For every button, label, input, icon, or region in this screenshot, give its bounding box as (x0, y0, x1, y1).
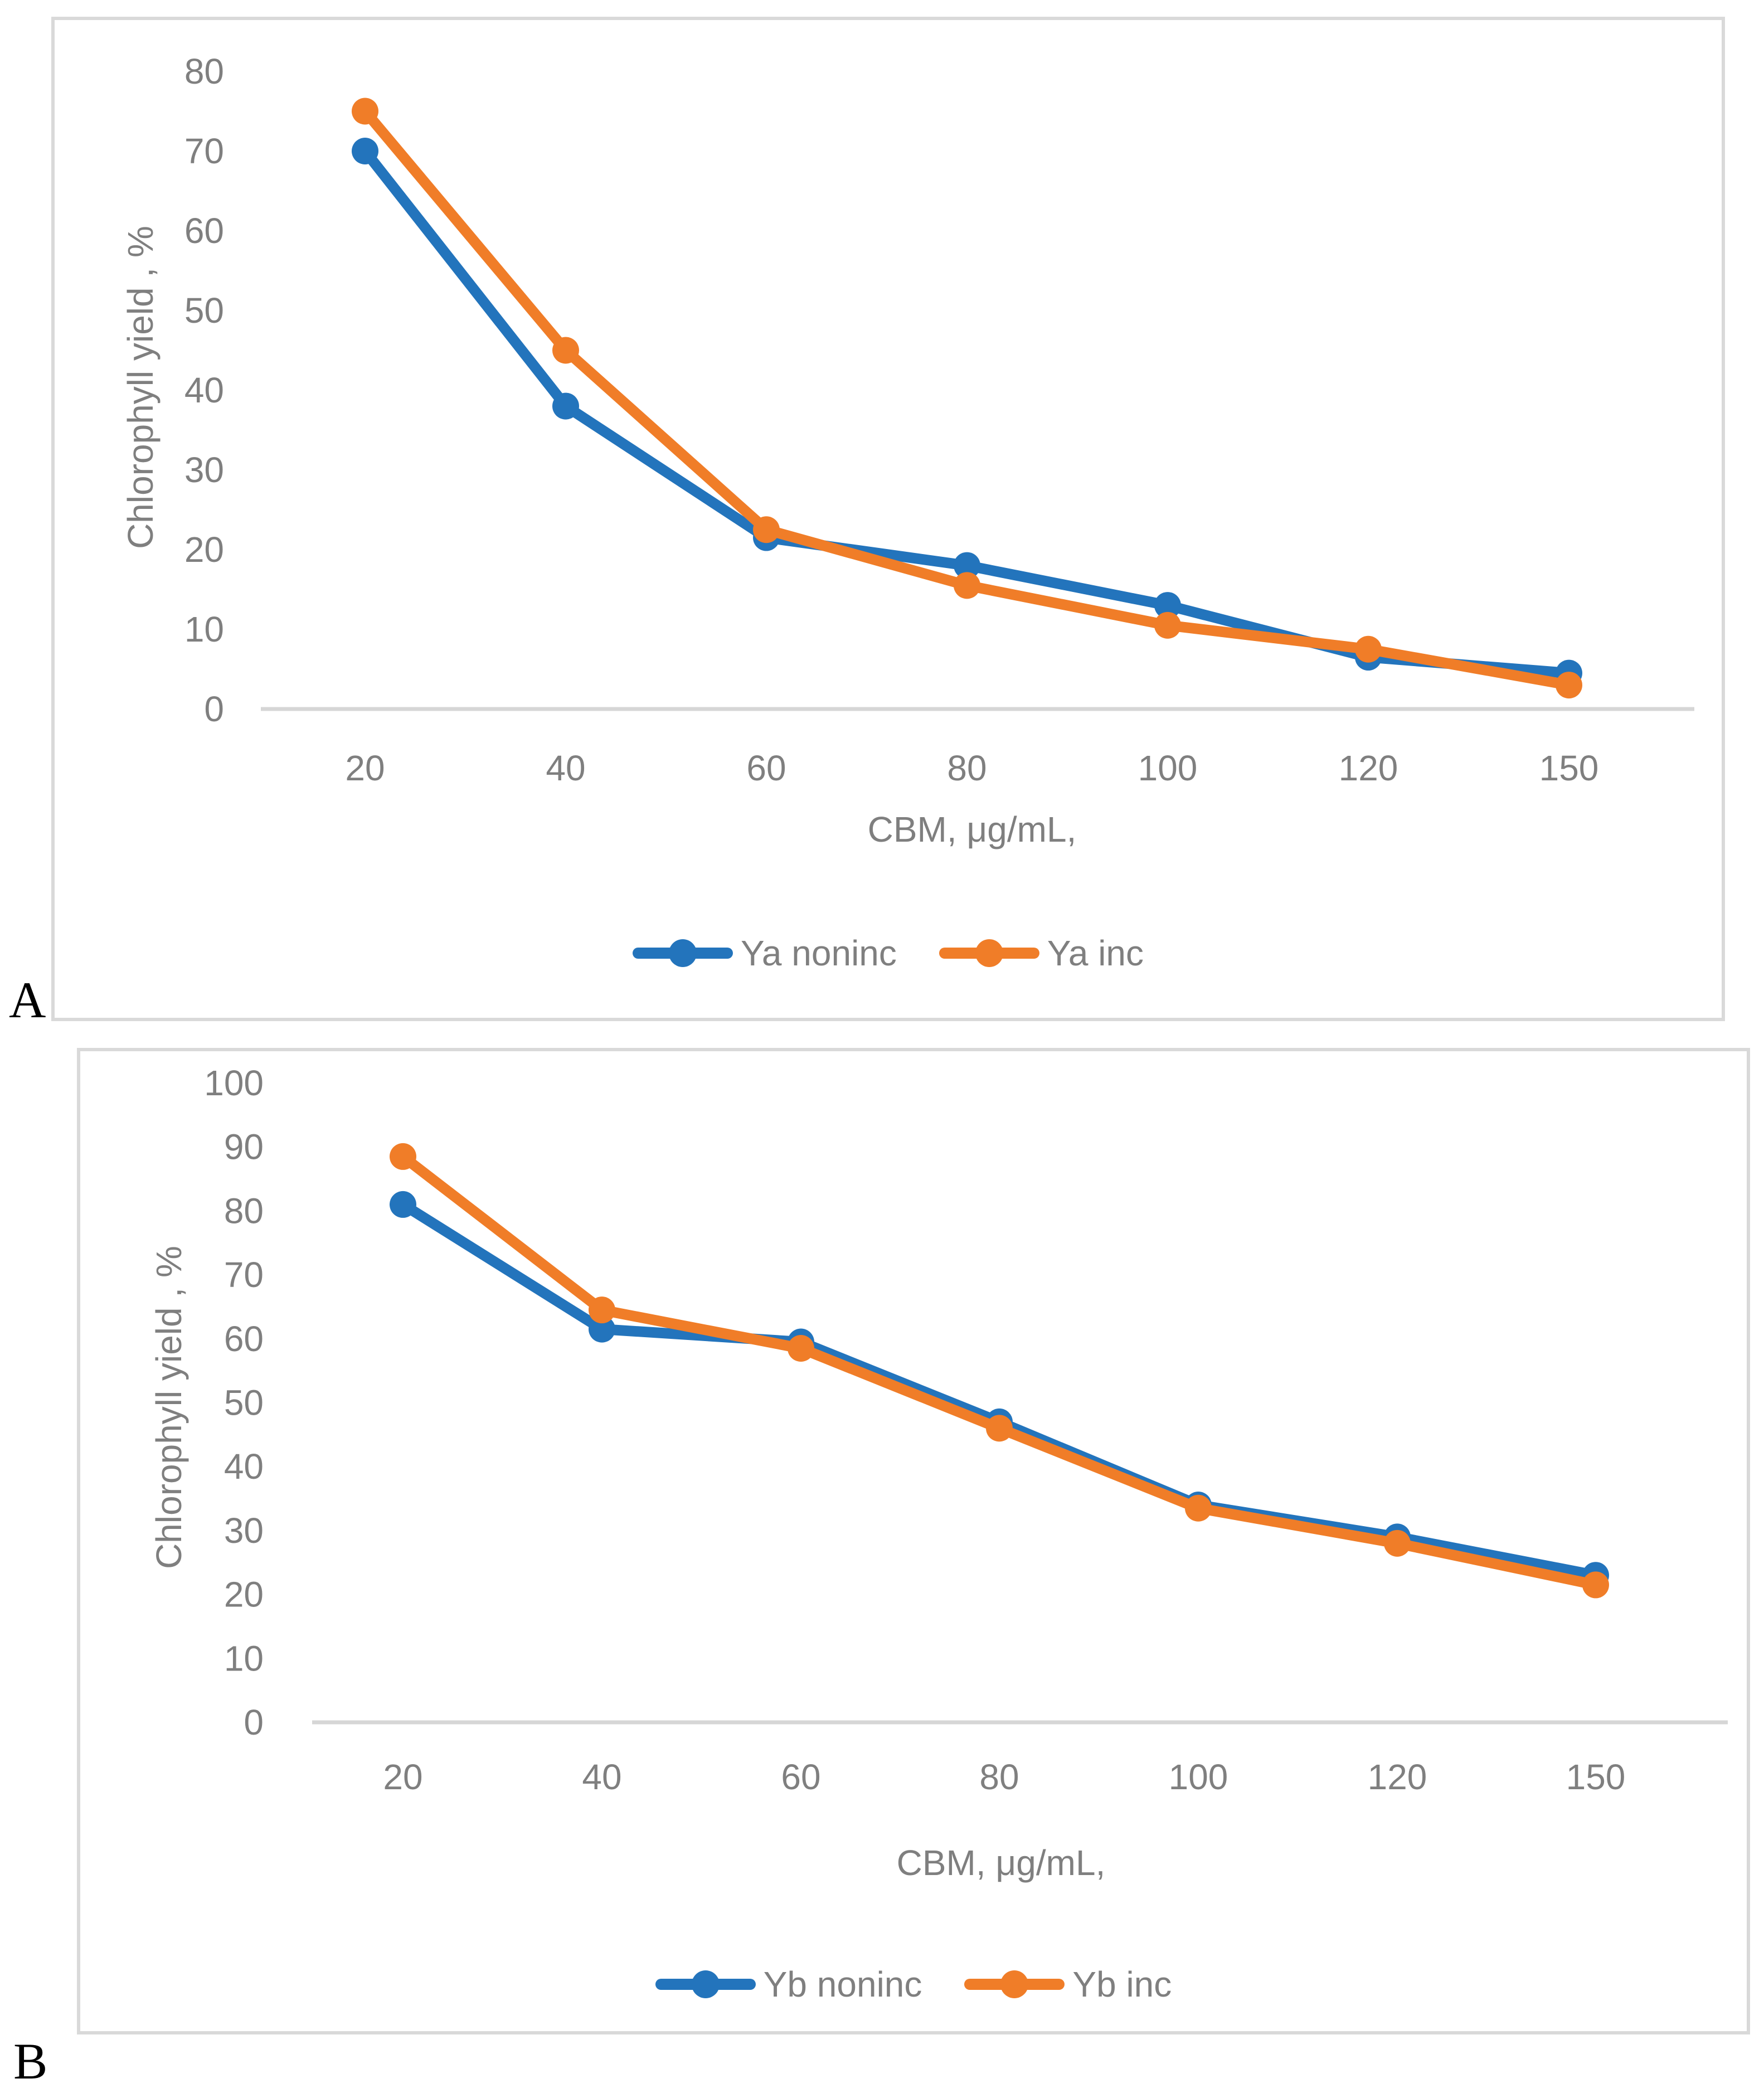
data-point-marker (1185, 1494, 1212, 1522)
panel-a-label: A (9, 972, 46, 1028)
x-tick-label: 20 (345, 748, 385, 788)
chart-a-legend: Ya noninc Ya inc (51, 925, 1725, 981)
y-tick-label: 30 (184, 450, 224, 490)
y-tick-label: 70 (224, 1255, 264, 1295)
legend-item: Yb inc (964, 1966, 1172, 2002)
data-point-marker (589, 1315, 615, 1343)
data-point-marker (352, 98, 378, 125)
y-tick-label: 20 (184, 530, 224, 570)
y-tick-label: 10 (184, 609, 224, 649)
legend-item: Ya inc (939, 935, 1144, 971)
data-point-marker (352, 138, 378, 164)
legend-item: Ya noninc (632, 933, 897, 973)
legend-line-marker-icon (632, 939, 733, 967)
y-tick-label: 70 (184, 131, 224, 171)
chart-panel-b: 0 10 20 30 40 50 60 70 80 90 100 20 40 60 80 100 120 150 C… (77, 1048, 1750, 2034)
y-tick-label: 100 (204, 1063, 264, 1103)
x-tick-label: 40 (546, 748, 585, 788)
legend-label: Ya noninc (740, 933, 897, 973)
series-line-yb-inc (397, 1151, 1601, 1590)
chart-b-legend: Yb noninc Yb inc (77, 1956, 1750, 2012)
chart-panel-a: 0 10 20 30 40 50 60 70 80 20 40 60 80 100 120 150 CBM, μ… (51, 17, 1725, 1021)
data-point-marker (954, 572, 980, 599)
y-axis-title: Chlorophyll yield , % (120, 226, 161, 549)
x-axis-title: CBM, μg/mL, (897, 1843, 1106, 1883)
y-tick-label: 50 (224, 1383, 264, 1423)
legend-line-marker-icon (964, 1970, 1065, 1998)
x-tick-label: 80 (947, 748, 987, 788)
x-axis-title: CBM, μg/mL, (868, 809, 1077, 849)
chart-b-canvas: 0 10 20 30 40 50 60 70 80 90 100 20 40 60 80 100 120 150 C… (149, 1063, 1728, 1883)
data-point-marker (1355, 635, 1382, 663)
legend-dot-icon (975, 939, 1003, 967)
data-point-marker (589, 1296, 615, 1324)
legend-dot-icon (668, 939, 697, 967)
y-tick-label: 50 (184, 290, 224, 331)
x-tick-label: 100 (1138, 748, 1198, 788)
data-point-marker (788, 1335, 814, 1362)
legend-line-marker-icon (939, 939, 1039, 967)
panel-b-label: B (13, 2033, 48, 2090)
legend-label: Yb inc (1072, 1964, 1172, 2004)
data-point-marker (1556, 672, 1582, 699)
x-tick-label: 40 (582, 1757, 621, 1797)
legend-label: Ya inc (1047, 933, 1144, 973)
legend-dot-icon (691, 1970, 720, 1998)
y-tick-label: 80 (184, 51, 224, 91)
x-tick-label: 150 (1539, 748, 1599, 788)
y-tick-label: 60 (184, 211, 224, 251)
y-tick-label: 0 (204, 689, 224, 729)
y-tick-label: 10 (224, 1638, 264, 1678)
series-line-yb-noninc (397, 1199, 1601, 1581)
data-point-marker (552, 337, 579, 364)
y-tick-label: 90 (224, 1127, 264, 1167)
data-point-marker (753, 516, 780, 543)
data-point-marker (1582, 1571, 1609, 1599)
x-tick-label: 80 (979, 1757, 1019, 1797)
y-tick-label: 40 (184, 370, 224, 410)
y-axis-title: Chlorophyll yield , % (149, 1246, 189, 1569)
data-point-marker (1154, 611, 1181, 639)
legend-item: Yb noninc (655, 1966, 922, 2002)
data-point-marker (1384, 1529, 1411, 1557)
x-tick-label: 100 (1169, 1757, 1228, 1797)
data-point-marker (390, 1143, 416, 1170)
data-point-marker (552, 392, 579, 420)
x-tick-label: 120 (1368, 1757, 1427, 1797)
x-tick-label: 120 (1339, 748, 1398, 788)
chart-a-canvas: 0 10 20 30 40 50 60 70 80 20 40 60 80 100 120 150 CBM, μ… (120, 51, 1694, 849)
data-point-marker (986, 1415, 1013, 1442)
y-tick-label: 60 (224, 1319, 264, 1359)
data-point-marker (1154, 592, 1181, 619)
y-tick-label: 20 (224, 1575, 264, 1615)
y-tick-label: 30 (224, 1511, 264, 1551)
data-point-marker (390, 1191, 416, 1218)
y-tick-label: 80 (224, 1191, 264, 1231)
legend-label: Yb noninc (763, 1964, 922, 2004)
series-line-ya-inc (359, 106, 1575, 691)
x-tick-label: 60 (746, 748, 786, 788)
x-tick-label: 20 (383, 1757, 422, 1797)
x-tick-label: 150 (1566, 1757, 1626, 1797)
legend-line-marker-icon (655, 1970, 756, 1998)
y-tick-label: 40 (224, 1446, 264, 1487)
data-point-marker (954, 552, 980, 579)
y-tick-label: 0 (244, 1702, 264, 1742)
x-tick-label: 60 (781, 1757, 820, 1797)
legend-dot-icon (1000, 1970, 1029, 1998)
